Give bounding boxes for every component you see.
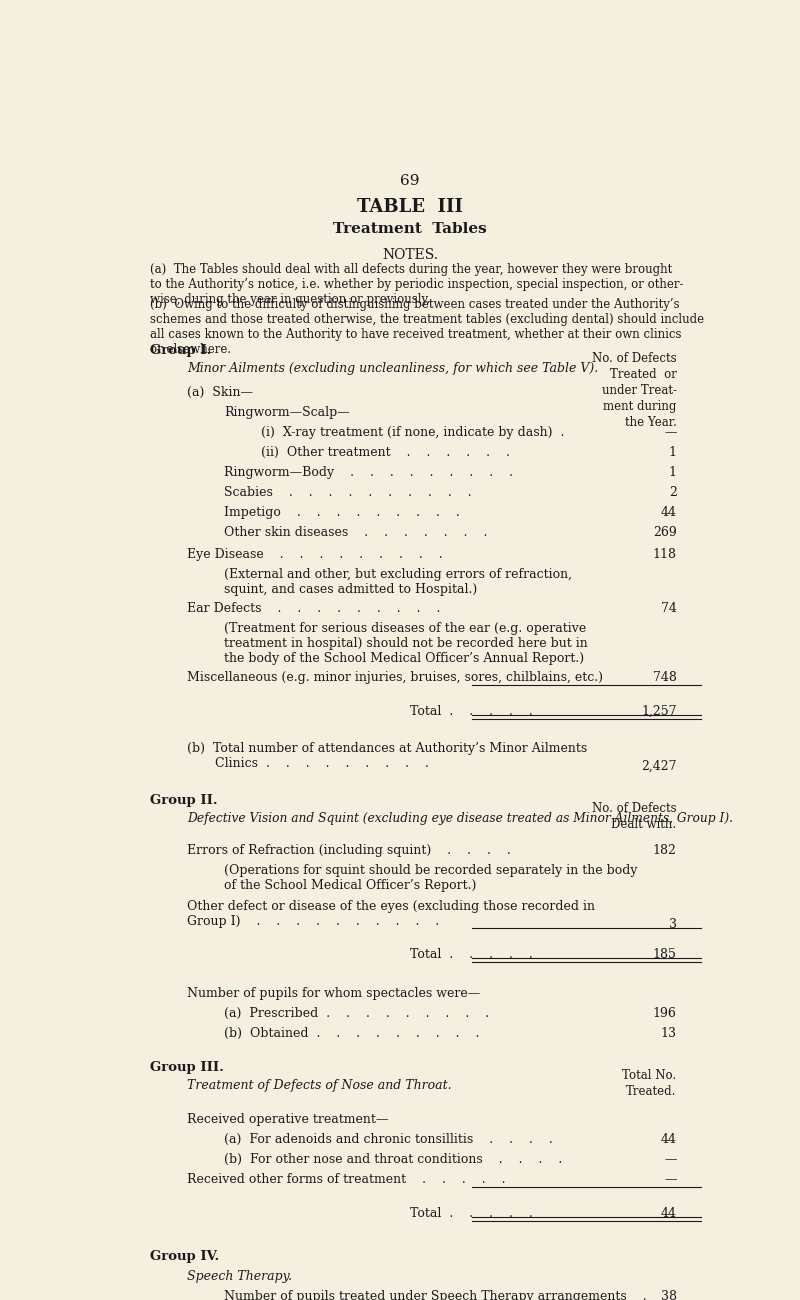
Text: (a)  Skin—: (a) Skin— — [187, 386, 253, 399]
Text: 1: 1 — [669, 467, 677, 480]
Text: (b)  Owing to the difficulty of distinguishing between cases treated under the A: (b) Owing to the difficulty of distingui… — [150, 298, 704, 356]
Text: 44: 44 — [661, 507, 677, 520]
Text: No. of Defects: No. of Defects — [592, 802, 677, 815]
Text: Number of pupils treated under Speech Therapy arrangements    .: Number of pupils treated under Speech Th… — [224, 1290, 646, 1300]
Text: the Year.: the Year. — [625, 416, 677, 429]
Text: Eye Disease    .    .    .    .    .    .    .    .    .: Eye Disease . . . . . . . . . — [187, 549, 442, 562]
Text: (a)  Prescribed  .    .    .    .    .    .    .    .    .: (a) Prescribed . . . . . . . . . — [224, 1008, 489, 1020]
Text: Treatment of Defects of Nose and Throat.: Treatment of Defects of Nose and Throat. — [187, 1079, 451, 1092]
Text: 13: 13 — [661, 1027, 677, 1040]
Text: —: — — [664, 426, 677, 439]
Text: (b)  Total number of attendances at Authority’s Minor Ailments
       Clinics  .: (b) Total number of attendances at Autho… — [187, 741, 587, 770]
Text: Errors of Refraction (including squint)    .    .    .    .: Errors of Refraction (including squint) … — [187, 844, 510, 857]
Text: (External and other, but excluding errors of refraction,
squint, and cases admit: (External and other, but excluding error… — [224, 568, 572, 597]
Text: 185: 185 — [653, 948, 677, 961]
Text: 2: 2 — [669, 486, 677, 499]
Text: 196: 196 — [653, 1008, 677, 1020]
Text: 1,257: 1,257 — [641, 705, 677, 718]
Text: 44: 44 — [661, 1208, 677, 1221]
Text: ment during: ment during — [603, 400, 677, 413]
Text: Group I.: Group I. — [150, 344, 211, 358]
Text: TABLE  III: TABLE III — [357, 198, 463, 216]
Text: Treatment  Tables: Treatment Tables — [333, 222, 487, 237]
Text: (i)  X-ray treatment (if none, indicate by dash)  .: (i) X-ray treatment (if none, indicate b… — [262, 426, 565, 439]
Text: 269: 269 — [653, 526, 677, 539]
Text: 44: 44 — [661, 1134, 677, 1147]
Text: 3: 3 — [669, 918, 677, 931]
Text: Group IV.: Group IV. — [150, 1251, 219, 1264]
Text: NOTES.: NOTES. — [382, 248, 438, 263]
Text: Dealt with.: Dealt with. — [611, 818, 677, 831]
Text: 1: 1 — [669, 446, 677, 459]
Text: Ear Defects    .    .    .    .    .    .    .    .    .: Ear Defects . . . . . . . . . — [187, 602, 440, 615]
Text: Total No.: Total No. — [622, 1069, 677, 1082]
Text: Treated.: Treated. — [626, 1086, 677, 1098]
Text: —: — — [664, 1173, 677, 1186]
Text: Ringworm—Scalp—: Ringworm—Scalp— — [224, 406, 350, 419]
Text: 69: 69 — [400, 174, 420, 188]
Text: Other defect or disease of the eyes (excluding those recorded in
Group I)    .  : Other defect or disease of the eyes (exc… — [187, 900, 594, 928]
Text: Number of pupils for whom spectacles were—: Number of pupils for whom spectacles wer… — [187, 987, 480, 1000]
Text: 748: 748 — [653, 671, 677, 684]
Text: 118: 118 — [653, 549, 677, 562]
Text: (ii)  Other treatment    .    .    .    .    .    .: (ii) Other treatment . . . . . . — [262, 446, 510, 459]
Text: Total  .    .    .    .    .: Total . . . . . — [410, 948, 533, 961]
Text: No. of Defects: No. of Defects — [592, 352, 677, 365]
Text: (Operations for squint should be recorded separately in the body
of the School M: (Operations for squint should be recorde… — [224, 863, 638, 892]
Text: (a)  The Tables should deal with all defects during the year, however they were : (a) The Tables should deal with all defe… — [150, 263, 683, 306]
Text: Received other forms of treatment    .    .    .    .    .: Received other forms of treatment . . . … — [187, 1173, 506, 1186]
Text: Total  .    .    .    .    .: Total . . . . . — [410, 705, 533, 718]
Text: 38: 38 — [661, 1290, 677, 1300]
Text: (b)  For other nose and throat conditions    .    .    .    .: (b) For other nose and throat conditions… — [224, 1153, 562, 1166]
Text: Group III.: Group III. — [150, 1061, 223, 1074]
Text: Speech Therapy.: Speech Therapy. — [187, 1270, 292, 1283]
Text: Defective Vision and Squint (excluding eye disease treated as Minor Ailments, Gr: Defective Vision and Squint (excluding e… — [187, 811, 733, 824]
Text: (Treatment for serious diseases of the ear (e.g. operative
treatment in hospital: (Treatment for serious diseases of the e… — [224, 623, 588, 666]
Text: 74: 74 — [661, 602, 677, 615]
Text: Scabies    .    .    .    .    .    .    .    .    .    .: Scabies . . . . . . . . . . — [224, 486, 472, 499]
Text: 182: 182 — [653, 844, 677, 857]
Text: —: — — [664, 1153, 677, 1166]
Text: Received operative treatment—: Received operative treatment— — [187, 1113, 388, 1126]
Text: (b)  Obtained  .    .    .    .    .    .    .    .    .: (b) Obtained . . . . . . . . . — [224, 1027, 479, 1040]
Text: Minor Ailments (excluding uncleanliness, for which see Table V).: Minor Ailments (excluding uncleanliness,… — [187, 363, 598, 376]
Text: Total  .    .    .    .    .: Total . . . . . — [410, 1208, 533, 1221]
Text: Impetigo    .    .    .    .    .    .    .    .    .: Impetigo . . . . . . . . . — [224, 507, 460, 520]
Text: under Treat-: under Treat- — [602, 385, 677, 398]
Text: 2,427: 2,427 — [641, 759, 677, 772]
Text: Ringworm—Body    .    .    .    .    .    .    .    .    .: Ringworm—Body . . . . . . . . . — [224, 467, 513, 480]
Text: Group II.: Group II. — [150, 793, 218, 806]
Text: (a)  For adenoids and chronic tonsillitis    .    .    .    .: (a) For adenoids and chronic tonsillitis… — [224, 1134, 553, 1147]
Text: Treated  or: Treated or — [610, 368, 677, 381]
Text: Miscellaneous (e.g. minor injuries, bruises, sores, chilblains, etc.): Miscellaneous (e.g. minor injuries, brui… — [187, 671, 603, 684]
Text: Other skin diseases    .    .    .    .    .    .    .: Other skin diseases . . . . . . . — [224, 526, 487, 539]
